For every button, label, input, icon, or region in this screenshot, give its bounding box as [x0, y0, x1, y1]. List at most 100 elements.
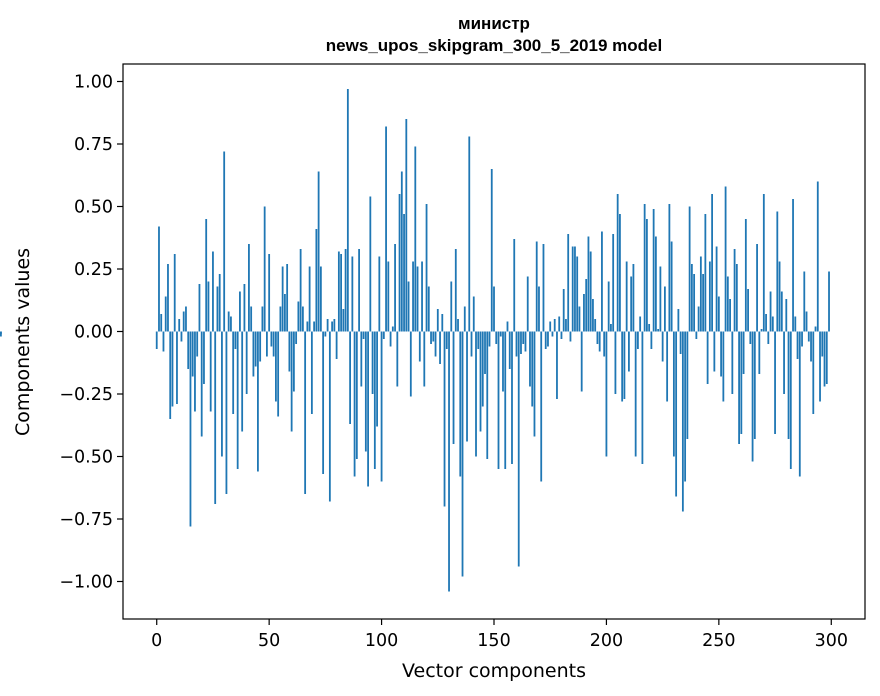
- bar: [250, 306, 253, 332]
- bar: [828, 271, 830, 332]
- bar: [767, 331, 770, 344]
- bar: [203, 331, 205, 384]
- bar: [717, 296, 720, 332]
- bar: [598, 331, 601, 352]
- bar: [261, 306, 264, 332]
- bar: [187, 331, 190, 369]
- bar: [257, 331, 259, 472]
- bar: [798, 331, 801, 477]
- bar: [699, 256, 702, 332]
- bar: [162, 331, 165, 352]
- bar: [738, 331, 740, 444]
- bar: [639, 316, 642, 332]
- y-axis-ticks: −1.00 −0.75 −0.50 −0.25 0.00 0.25 0.50 0.75 1.00: [59, 73, 123, 593]
- bar: [729, 299, 731, 332]
- bar: [328, 331, 331, 502]
- bar: [508, 331, 511, 369]
- bar: [283, 294, 286, 332]
- bar: [205, 219, 208, 332]
- bar: [0, 331, 2, 334]
- bar: [349, 331, 351, 424]
- bar: [565, 319, 567, 332]
- bar: [457, 319, 459, 332]
- bar: [227, 311, 230, 332]
- bar: [654, 236, 657, 332]
- bar: [571, 246, 574, 332]
- bar: [506, 321, 509, 332]
- bar: [164, 296, 167, 332]
- bar: [780, 291, 783, 332]
- bar: [407, 281, 410, 332]
- bar: [771, 316, 774, 332]
- bar: [369, 196, 372, 332]
- bar: [400, 171, 403, 332]
- bar: [524, 331, 527, 352]
- bar: [412, 261, 414, 332]
- bar: [254, 331, 257, 367]
- bar: [277, 331, 280, 417]
- bar: [789, 331, 792, 469]
- bar: [720, 331, 722, 377]
- bar: [551, 331, 554, 337]
- bar: [744, 219, 747, 332]
- bar: [574, 246, 576, 332]
- bar: [823, 331, 826, 387]
- bar: [785, 299, 788, 332]
- bar: [787, 331, 790, 439]
- x-tick-label: 100: [365, 631, 398, 651]
- y-tick-label: 0.50: [74, 198, 113, 218]
- bar: [466, 331, 468, 442]
- bar: [385, 126, 387, 332]
- bar: [178, 319, 181, 332]
- bar: [380, 331, 383, 482]
- bar: [726, 276, 729, 332]
- bar: [232, 331, 235, 414]
- bar: [769, 291, 772, 332]
- bar: [313, 321, 316, 332]
- bar: [681, 331, 684, 512]
- bar: [436, 309, 439, 332]
- bar: [212, 251, 214, 332]
- bar: [376, 331, 378, 427]
- bar: [634, 331, 637, 457]
- bar: [396, 331, 399, 387]
- bar: [272, 331, 275, 357]
- bar: [310, 331, 313, 414]
- bar: [596, 331, 599, 344]
- bar: [367, 331, 369, 487]
- bar: [708, 261, 711, 332]
- bar: [578, 306, 581, 332]
- bar: [450, 281, 453, 332]
- bar: [706, 331, 709, 384]
- chart-title: министр: [458, 14, 530, 33]
- bar: [488, 331, 491, 347]
- bar: [810, 331, 812, 362]
- bar: [158, 226, 160, 332]
- bar: [373, 331, 376, 469]
- bar: [778, 261, 781, 332]
- bar: [286, 264, 289, 332]
- bar: [807, 331, 810, 342]
- bar: [569, 331, 572, 342]
- bar: [652, 209, 655, 332]
- bar: [200, 331, 203, 437]
- bar: [241, 331, 244, 432]
- bar: [529, 331, 531, 387]
- bar: [218, 274, 221, 332]
- bar: [263, 206, 266, 332]
- bar: [715, 246, 718, 332]
- bar: [747, 289, 749, 332]
- bar: [196, 331, 199, 357]
- bar: [515, 331, 518, 357]
- bar: [623, 331, 626, 399]
- bar: [630, 276, 633, 332]
- bar: [304, 331, 307, 494]
- bar: [371, 331, 374, 394]
- bar: [182, 311, 185, 332]
- bar: [319, 266, 322, 332]
- bar: [308, 266, 311, 332]
- bar: [562, 289, 565, 332]
- bar: [299, 249, 302, 332]
- bar: [526, 276, 529, 332]
- bar: [632, 264, 635, 332]
